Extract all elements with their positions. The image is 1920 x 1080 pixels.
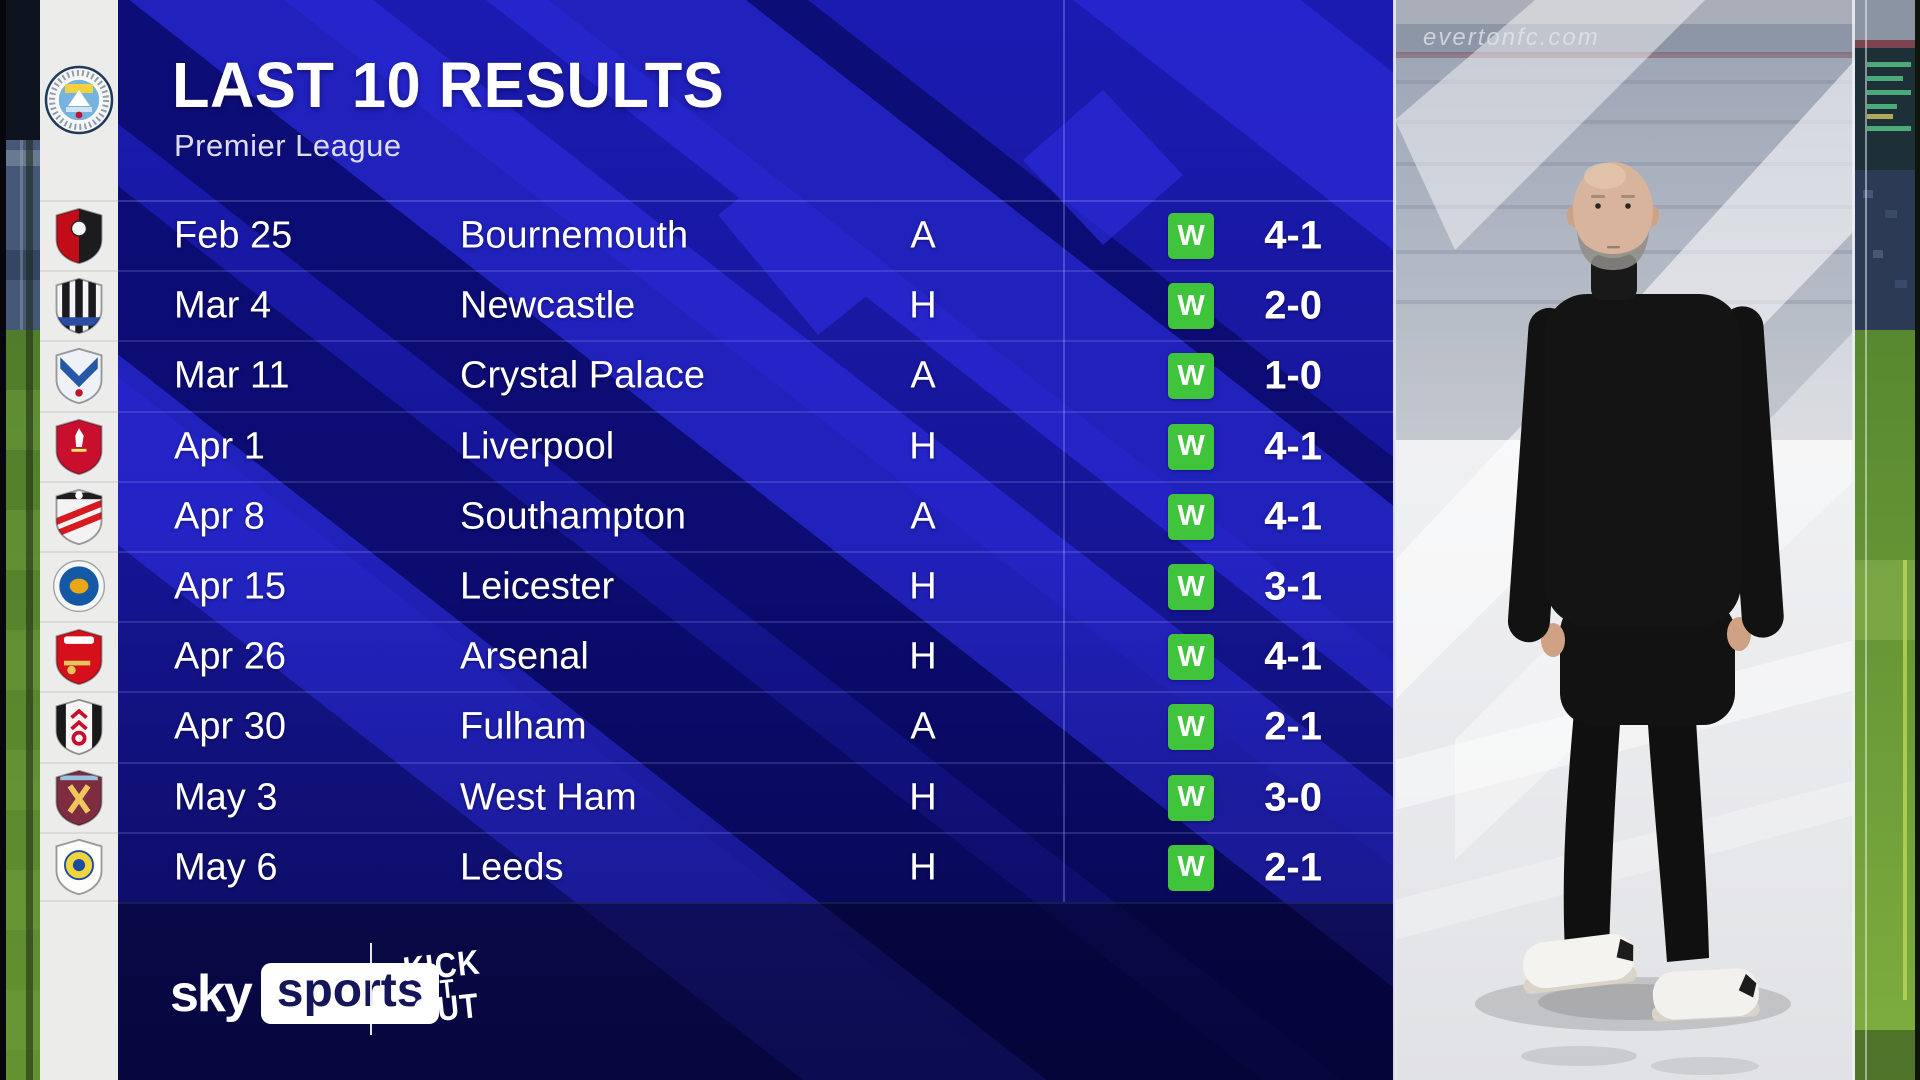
- panel-photo-divider-line: [1393, 0, 1396, 1080]
- results-row: Apr 26 Arsenal H W 4-1: [118, 621, 1395, 691]
- results-row: Apr 1 Liverpool H W 4-1: [118, 410, 1395, 481]
- match-date: May 3: [174, 776, 278, 819]
- stadium-edge-left-art: [0, 0, 40, 1080]
- match-score: 1-0: [1264, 353, 1322, 398]
- team-badge-column: [40, 0, 118, 1080]
- manchester-city-crest: [42, 60, 116, 140]
- home-away-indicator: H: [909, 776, 937, 819]
- logo-divider: [370, 943, 372, 1035]
- sky-wordmark: sky: [170, 964, 253, 1023]
- results-row: Apr 15 Leicester H W 3-1: [118, 550, 1395, 621]
- match-score: 4-1: [1264, 424, 1322, 469]
- home-away-indicator: A: [910, 495, 936, 538]
- match-score: 4-1: [1264, 634, 1322, 679]
- sky-sports-logo: sky sports: [170, 963, 440, 1024]
- results-panel: LAST 10 RESULTS Premier League Feb 25 Bo…: [118, 0, 1395, 1080]
- sports-wordmark: sports: [276, 964, 424, 1017]
- team-badge: [40, 410, 118, 481]
- win-badge: W: [1168, 423, 1214, 470]
- competition-subtitle: Premier League: [174, 128, 402, 163]
- team-badge: [40, 550, 118, 621]
- team-badge: [40, 691, 118, 761]
- opponent-badge-list: [40, 200, 118, 902]
- match-date: Feb 25: [174, 214, 293, 257]
- opponent-name: Arsenal: [460, 635, 589, 678]
- match-score: 4-1: [1264, 213, 1322, 258]
- match-date: Apr 30: [174, 705, 286, 748]
- opponent-name: Newcastle: [460, 284, 636, 327]
- win-badge: W: [1168, 213, 1214, 260]
- home-away-indicator: H: [909, 635, 937, 678]
- pep-guardiola-figure: [1507, 162, 1784, 1075]
- team-badge: [40, 200, 118, 270]
- opponent-name: West Ham: [460, 776, 637, 819]
- team-badge: [40, 831, 118, 902]
- results-row: Mar 11 Crystal Palace A W 1-0: [118, 340, 1395, 410]
- match-date: Mar 4: [174, 284, 272, 327]
- home-away-indicator: H: [909, 284, 937, 327]
- opponent-name: Southampton: [460, 495, 687, 538]
- team-badge: [40, 340, 118, 410]
- sports-wordmark-box: sports: [260, 963, 440, 1024]
- manager-photo-art: [1395, 0, 1855, 1080]
- stadium-edge-left: [0, 0, 40, 1080]
- team-badge: [40, 270, 118, 340]
- page-title: LAST 10 RESULTS: [172, 49, 725, 121]
- team-badge: [40, 480, 118, 551]
- footer: sky sports KICK IT OUT: [118, 935, 1395, 1080]
- column-divider-line: [1063, 0, 1065, 902]
- match-date: Apr 26: [174, 635, 286, 678]
- match-score: 3-0: [1264, 775, 1322, 820]
- stadium-edge-right: [1855, 0, 1920, 1080]
- match-date: Apr 1: [174, 425, 265, 468]
- opponent-name: Bournemouth: [460, 214, 689, 257]
- results-row: May 3 West Ham H W 3-0: [118, 761, 1395, 832]
- results-row: Apr 8 Southampton A W 4-1: [118, 480, 1395, 551]
- win-badge: W: [1168, 634, 1214, 681]
- match-score: 4-1: [1264, 494, 1322, 539]
- win-badge: W: [1168, 564, 1214, 611]
- kick-it-out-text-line: OUT: [411, 987, 482, 1033]
- home-away-indicator: A: [910, 214, 936, 257]
- results-row: Mar 4 Newcastle H W 2-0: [118, 270, 1395, 340]
- results-table: Feb 25 Bournemouth A W 4-1 Mar 4 Newcast…: [118, 200, 1395, 902]
- results-row: May 6 Leeds H W 2-1: [118, 831, 1395, 902]
- kick-it-out-logo: KICK IT OUT: [389, 932, 499, 1046]
- home-away-indicator: H: [909, 565, 937, 608]
- photo-edge-divider-line: [1852, 0, 1855, 1080]
- team-badge: [40, 761, 118, 832]
- team-badge: [40, 621, 118, 691]
- opponent-name: Crystal Palace: [460, 354, 705, 397]
- match-score: 2-0: [1264, 283, 1322, 328]
- home-away-indicator: H: [909, 425, 937, 468]
- opponent-name: Liverpool: [460, 425, 615, 468]
- match-score: 2-1: [1264, 704, 1322, 749]
- opponent-name: Leeds: [460, 846, 564, 889]
- results-row: Apr 30 Fulham A W 2-1: [118, 691, 1395, 761]
- match-date: Mar 11: [174, 354, 290, 397]
- opponent-name: Fulham: [460, 705, 587, 748]
- win-badge: W: [1168, 774, 1214, 821]
- opponent-name: Leicester: [460, 565, 615, 608]
- win-badge: W: [1168, 353, 1214, 400]
- stadium-edge-right-art: [1855, 0, 1920, 1080]
- match-score: 2-1: [1264, 845, 1322, 890]
- win-badge: W: [1168, 283, 1214, 330]
- manchester-city-crest-art: [44, 65, 114, 135]
- home-away-indicator: A: [910, 354, 936, 397]
- win-badge: W: [1168, 704, 1214, 751]
- win-badge: W: [1168, 493, 1214, 540]
- home-away-indicator: H: [909, 846, 937, 889]
- match-date: May 6: [174, 846, 278, 889]
- match-date: Apr 8: [174, 495, 265, 538]
- results-row: Feb 25 Bournemouth A W 4-1: [118, 200, 1395, 270]
- win-badge: W: [1168, 844, 1214, 891]
- hoarding-ad-text: evertonfc.com: [1423, 24, 1600, 51]
- home-away-indicator: A: [910, 705, 936, 748]
- match-date: Apr 15: [174, 565, 286, 608]
- match-score: 3-1: [1264, 564, 1322, 609]
- manager-photo-area: evertonfc.com: [1395, 0, 1855, 1080]
